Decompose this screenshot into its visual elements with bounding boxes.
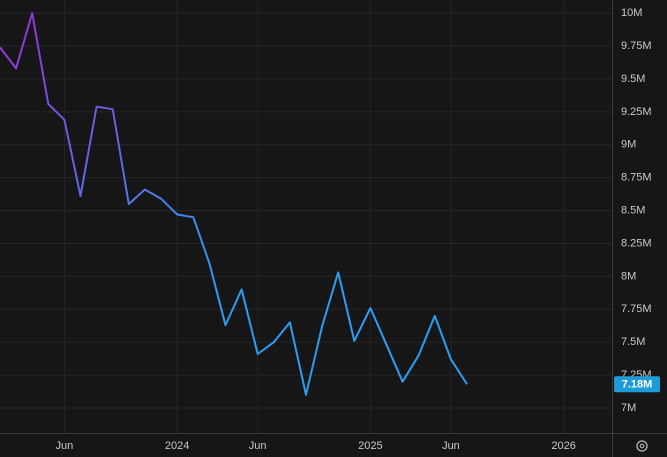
x-tick-label: 2025: [358, 440, 382, 452]
last-value-label: 7.18M: [622, 379, 653, 391]
y-tick-label: 7M: [621, 402, 636, 414]
x-tick-label: Jun: [56, 440, 74, 452]
y-tick-label: 8.25M: [621, 237, 652, 249]
y-tick-label: 8.5M: [621, 204, 645, 216]
y-tick-label: 8M: [621, 270, 636, 282]
y-tick-label: 7.5M: [621, 336, 645, 348]
y-tick-label: 9M: [621, 139, 636, 151]
x-tick-label: 2024: [165, 440, 189, 452]
y-tick-label: 10M: [621, 7, 642, 19]
settings-button[interactable]: [636, 440, 648, 452]
x-tick-label: 2026: [551, 440, 575, 452]
plot: [0, 12, 468, 396]
x-tick-label: Jun: [249, 440, 267, 452]
axes: Jun 2024 Jun 2025 Jun 20267M7.25M7.5M7.75M8M8…: [56, 7, 660, 452]
data-line: [0, 12, 468, 396]
y-tick-label: 9.75M: [621, 40, 652, 52]
settings-icon-center: [639, 443, 645, 449]
y-tick-label: 9.25M: [621, 106, 652, 118]
x-tick-label: Jun: [442, 440, 460, 452]
grid: [0, 0, 612, 433]
settings-icon[interactable]: [636, 440, 648, 452]
y-tick-label: 7.75M: [621, 303, 652, 315]
y-tick-label: 9.5M: [621, 73, 645, 85]
y-tick-label: 8.75M: [621, 172, 652, 184]
last-value-badge: [614, 376, 660, 393]
